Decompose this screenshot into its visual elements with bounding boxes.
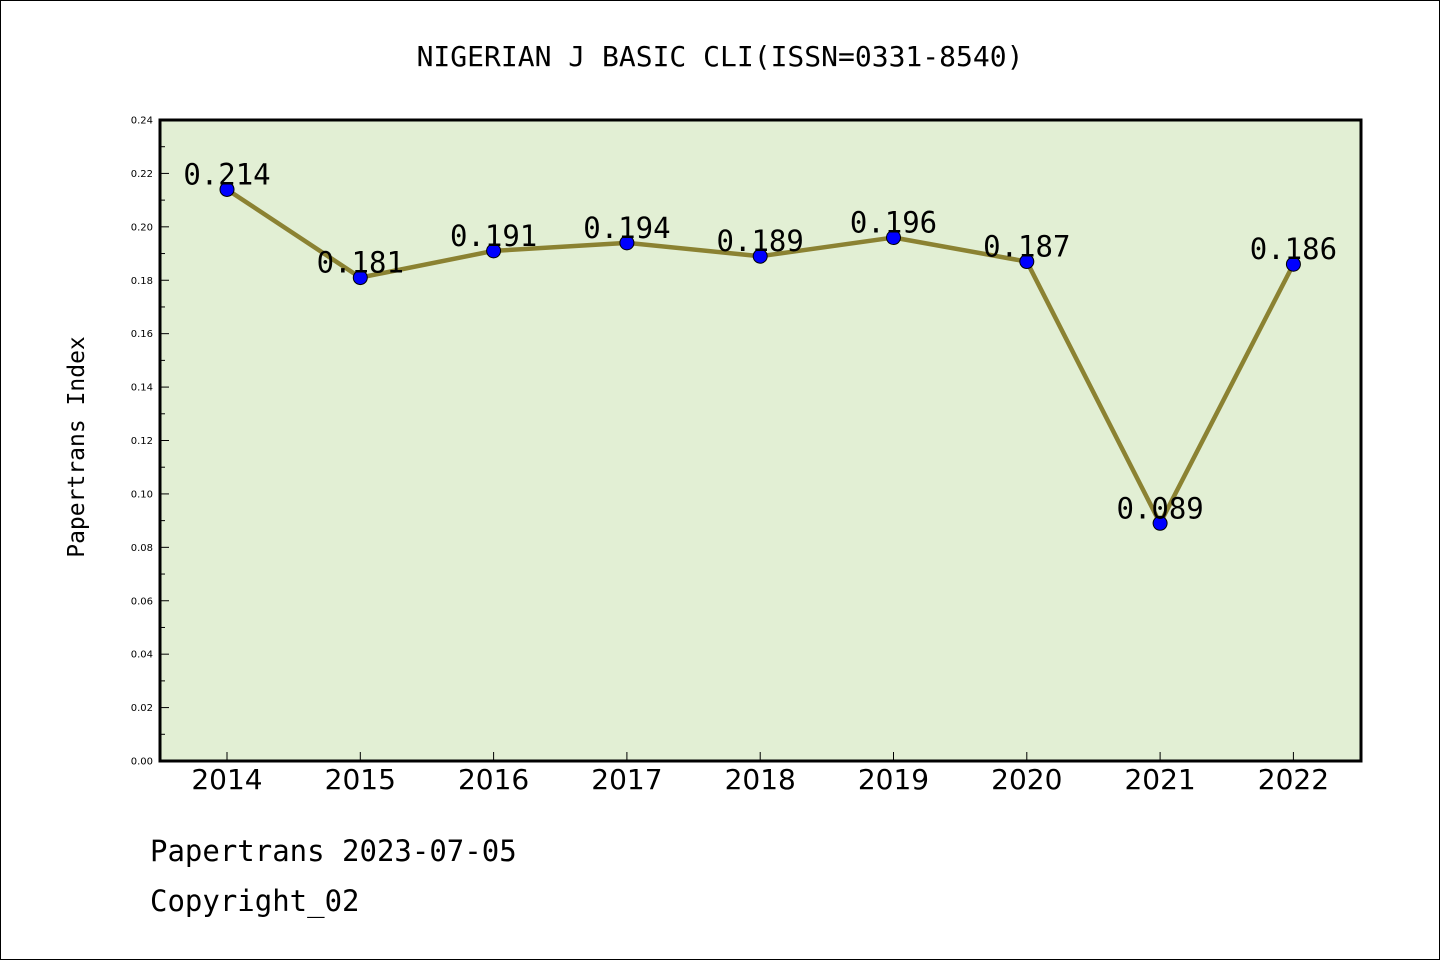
y-tick-label: 0.02 — [131, 703, 153, 714]
y-tick-label: 0.00 — [131, 757, 153, 768]
data-label: 0.186 — [1250, 232, 1337, 266]
x-tick-label: 2017 — [591, 763, 662, 796]
y-tick-label: 0.24 — [131, 116, 153, 127]
data-label: 0.214 — [183, 157, 270, 191]
footer-copyright: Copyright_02 — [150, 884, 360, 918]
data-label: 0.089 — [1116, 491, 1203, 525]
x-tick-label: 2021 — [1124, 763, 1195, 796]
data-markers — [219, 181, 1301, 531]
data-label: 0.181 — [317, 246, 404, 280]
data-point — [219, 181, 235, 197]
x-tick-label: 2020 — [991, 763, 1062, 796]
data-point — [486, 243, 502, 259]
y-tick-label: 0.06 — [131, 596, 153, 607]
data-label: 0.196 — [850, 206, 937, 240]
y-tick-label: 0.16 — [131, 329, 153, 340]
x-tick-label: 2016 — [458, 763, 529, 796]
data-labels: 0.214 0.181 0.191 0.194 0.189 0.196 0.187 0.089… — [183, 157, 1337, 525]
x-axis: 2014 2015 2016 2017 2018 2019 2020 2021 2022 — [191, 752, 1329, 796]
y-tick-label: 0.12 — [131, 436, 153, 447]
x-tick-label: 2018 — [725, 763, 796, 796]
data-point — [352, 270, 368, 286]
data-point — [752, 248, 768, 264]
x-tick-label: 2022 — [1258, 763, 1329, 796]
x-tick-label: 2014 — [191, 763, 262, 796]
footer-date: Papertrans 2023-07-05 — [150, 834, 517, 868]
data-label: 0.189 — [717, 224, 804, 258]
plot-area — [158, 118, 1363, 763]
y-tick-label: 0.22 — [131, 169, 153, 180]
y-tick-label: 0.04 — [131, 650, 153, 661]
y-tick-label: 0.10 — [131, 489, 153, 500]
data-label: 0.194 — [583, 211, 670, 245]
y-axis: 0.00 0.02 0.04 0.06 0.08 0.10 0.12 0.14 0.16 0.18… — [131, 116, 169, 768]
y-tick-label: 0.08 — [131, 543, 153, 554]
data-point — [1019, 254, 1035, 270]
data-point — [886, 230, 901, 246]
data-point — [1285, 256, 1301, 272]
y-tick-label: 0.18 — [131, 276, 153, 287]
data-label: 0.191 — [450, 219, 537, 253]
data-point — [619, 235, 635, 251]
y-axis-label: Papertrans Index — [64, 336, 90, 558]
data-point — [1152, 515, 1168, 531]
data-label: 0.187 — [983, 230, 1070, 264]
x-tick-label: 2015 — [325, 763, 396, 796]
x-tick-label: 2019 — [858, 763, 929, 796]
y-tick-label: 0.14 — [131, 383, 153, 394]
y-tick-label: 0.20 — [131, 222, 153, 233]
chart-title: NIGERIAN J BASIC CLI(ISSN=0331-8540) — [417, 40, 1024, 73]
